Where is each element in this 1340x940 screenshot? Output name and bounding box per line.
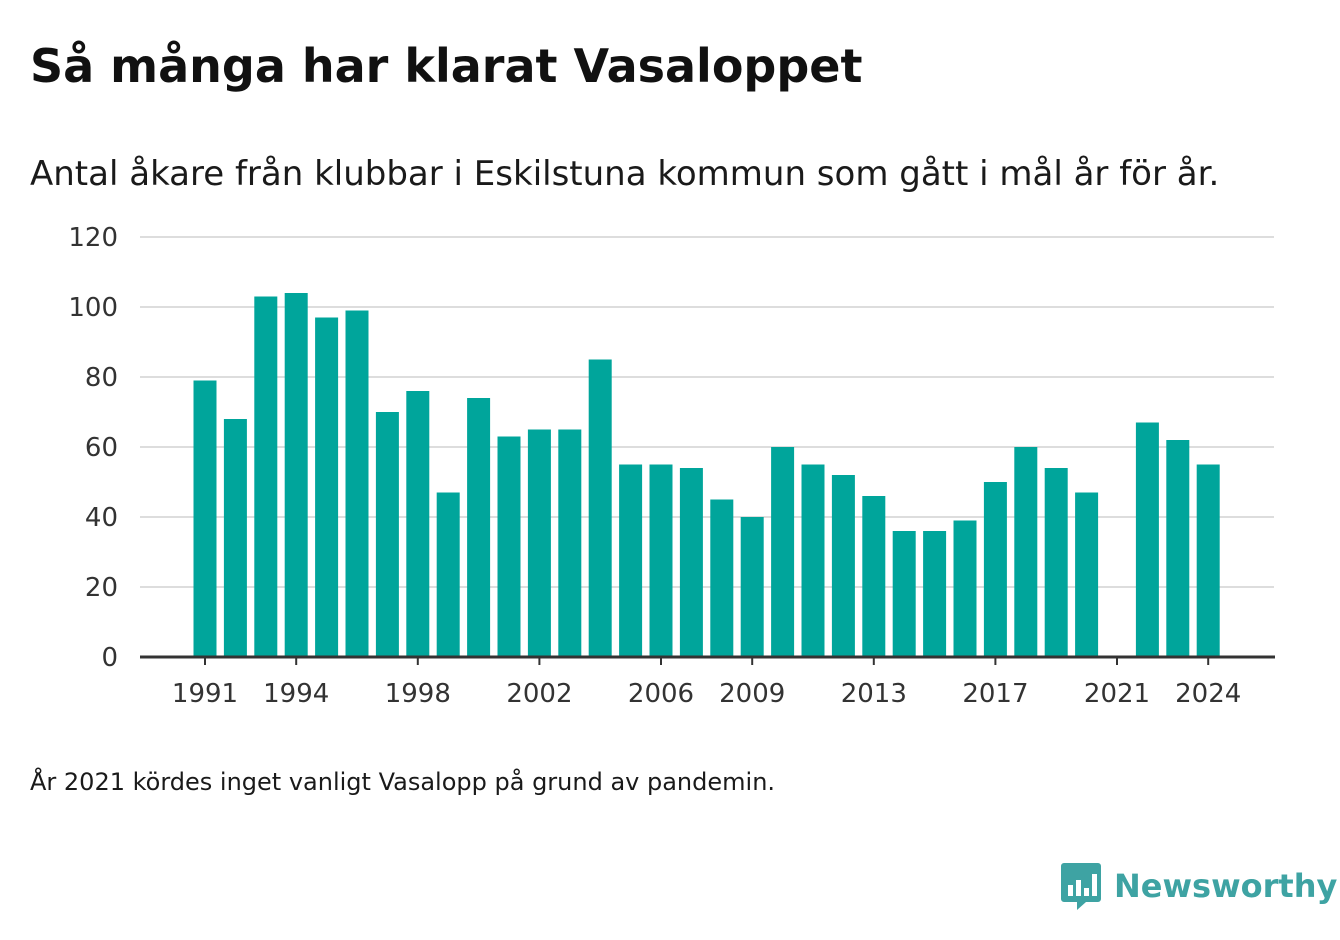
bars	[193, 293, 1220, 657]
bar-2009	[740, 517, 764, 657]
x-axis	[140, 655, 1275, 665]
x-tick-label: 2013	[841, 679, 907, 709]
bar-1998	[406, 391, 430, 657]
bar-1997	[375, 412, 399, 657]
newsworthy-logo: Newsworthy	[1060, 860, 1337, 912]
bar-2018	[1014, 447, 1038, 657]
bar-2000	[467, 398, 491, 657]
bar-2017	[983, 482, 1007, 657]
x-tick-label: 2002	[506, 679, 572, 709]
bar-1994	[284, 293, 308, 657]
bar-2024	[1196, 464, 1220, 657]
x-tick-label: 2024	[1175, 679, 1241, 709]
y-axis-tick-labels: 0 20 40 60 80 100 120	[68, 223, 118, 673]
bar-1999	[436, 492, 460, 657]
y-tick-label: 80	[85, 363, 118, 393]
x-tick-label: 2009	[719, 679, 785, 709]
x-tick-label: 1998	[385, 679, 451, 709]
bar-2008	[710, 499, 734, 657]
bar-2020	[1075, 492, 1099, 657]
y-tick-label: 0	[101, 643, 118, 673]
y-tick-label: 40	[85, 503, 118, 533]
x-axis-tick-labels: 1991 1994 1998 2002 2006 2009 2013 2017 2021 2024	[172, 679, 1241, 709]
bar-2013	[862, 496, 886, 657]
bar-2006	[649, 464, 673, 657]
bar-1992	[223, 419, 247, 657]
bar-chart-speech-bubble-icon	[1061, 863, 1101, 910]
bar-2016	[953, 520, 977, 657]
bar-2010	[771, 447, 795, 657]
x-tick-label: 1994	[263, 679, 329, 709]
bar-2015	[923, 531, 947, 657]
brand-name: Newsworthy	[1114, 867, 1338, 905]
bar-2019	[1044, 468, 1068, 657]
x-tick-label: 1991	[172, 679, 238, 709]
bar-chart: 0 20 40 60 80 100 120 1991 1994 1998 2002 2006 2009…	[68, 223, 1275, 709]
bar-1993	[254, 296, 278, 657]
x-tick-label: 2017	[962, 679, 1028, 709]
bar-2022	[1135, 422, 1159, 657]
bar-1995	[315, 317, 339, 657]
x-tick-label: 2021	[1084, 679, 1150, 709]
bar-2012	[831, 475, 855, 657]
y-tick-label: 60	[85, 433, 118, 463]
bar-2014	[892, 531, 916, 657]
y-tick-label: 20	[85, 573, 118, 603]
bar-2007	[679, 468, 703, 657]
x-tick-label: 2006	[628, 679, 694, 709]
y-tick-label: 100	[68, 293, 118, 323]
bar-2004	[588, 359, 612, 657]
bar-1991	[193, 380, 217, 657]
footnote: År 2021 kördes inget vanligt Vasalopp på…	[30, 768, 776, 796]
chart-subtitle: Antal åkare från klubbar i Eskilstuna ko…	[30, 154, 1220, 194]
bar-2001	[497, 436, 521, 657]
bar-2005	[619, 464, 643, 657]
chart-title: Så många har klarat Vasaloppet	[30, 39, 863, 93]
bar-2003	[558, 429, 582, 657]
y-tick-label: 120	[68, 223, 118, 253]
bar-1996	[345, 310, 369, 657]
bar-2023	[1166, 440, 1190, 657]
bar-2002	[527, 429, 551, 657]
gridlines	[140, 236, 1274, 588]
bar-2011	[801, 464, 825, 657]
